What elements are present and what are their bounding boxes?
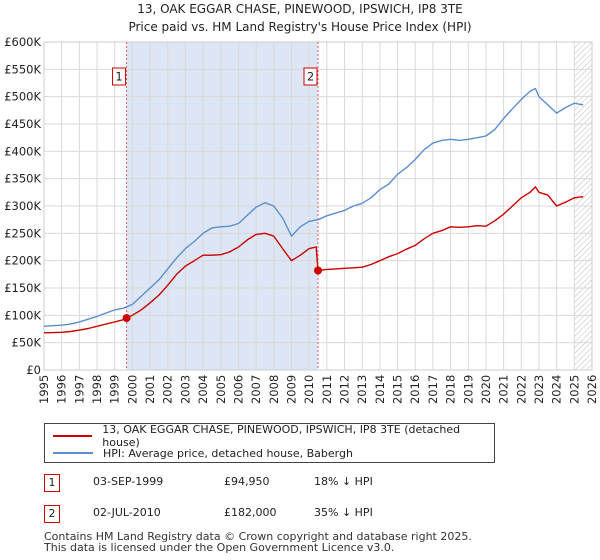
x-tick-label: 2002 [161,375,175,404]
sale-label-box [112,67,127,86]
x-tick-label: 2026 [585,375,599,404]
y-tick-label: £50K [12,336,42,350]
y-tick-label: £100K [4,308,41,322]
y-tick-label: £0 [26,363,41,377]
footer-license: This data is licensed under the Open Gov… [44,541,395,554]
x-tick-label: 2008 [267,375,281,404]
x-tick-label: 2012 [338,375,352,404]
y-tick-label: £200K [4,254,41,268]
transaction-hpi-diff: 35% ↓ HPI [314,506,373,519]
x-tick-label: 2021 [497,375,511,404]
x-tick-label: 2023 [532,375,546,404]
x-tick-label: 2018 [444,375,458,404]
x-tick-label: 2019 [461,375,475,404]
x-tick-label: 2005 [214,375,228,404]
x-tick-label: 1998 [90,375,104,404]
sale-label-number: 2 [307,70,314,84]
x-tick-label: 1995 [37,375,51,404]
x-tick-label: 2006 [231,375,245,404]
x-tick-label: 1996 [55,375,69,404]
x-tick-label: 2024 [550,375,564,404]
x-tick-label: 2017 [426,375,440,404]
transaction-price: £94,950 [224,475,270,488]
legend-label-hpi: HPI: Average price, detached house, Babe… [103,446,353,460]
footer-copyright: Contains HM Land Registry data © Crown c… [44,530,472,543]
x-tick-label: 2010 [302,375,316,404]
y-tick-label: £250K [4,226,41,240]
x-tick-label: 2015 [391,375,405,404]
transaction-price: £182,000 [224,506,277,519]
sale-point [314,266,322,275]
transaction-row: 2 02-JUL-2010 £182,000 35% ↓ HPI [44,505,464,525]
x-tick-label: 2013 [355,375,369,404]
x-tick-label: 2016 [408,375,422,404]
x-tick-label: 2020 [479,375,493,404]
y-tick-label: £150K [4,281,41,295]
transaction-row: 1 03-SEP-1999 £94,950 18% ↓ HPI [44,474,464,494]
footer: Contains HM Land Registry data © Crown c… [44,531,472,553]
sale-point [122,314,131,323]
sale-label-box [303,67,318,86]
y-tick-label: £300K [4,199,41,213]
x-tick-label: 2022 [514,375,528,404]
property-price-line [43,186,584,334]
y-tick-label: £450K [4,117,41,131]
legend-swatch-hpi [53,452,93,454]
x-tick-label: 1999 [108,375,122,404]
x-tick-label: 2025 [567,375,581,404]
transaction-badge: 2 [44,505,60,523]
x-tick-label: 2001 [143,375,157,404]
x-tick-label: 2003 [178,375,192,404]
hpi-line [43,87,584,327]
legend-item-hpi: HPI: Average price, detached house, Babe… [45,444,353,462]
x-tick-label: 2011 [320,375,334,404]
sale-label-number: 1 [115,70,122,84]
x-tick-label: 2000 [125,375,139,404]
legend: 13, OAK EGGAR CHASE, PINEWOOD, IPSWICH, … [44,423,495,463]
x-tick-label: 2007 [249,375,263,404]
x-tick-label: 2009 [284,375,298,404]
y-tick-label: £400K [4,144,41,158]
legend-swatch-property [53,435,93,437]
chart-title-line2: Price paid vs. HM Land Registry's House … [128,20,471,34]
chart-title-line1: 13, OAK EGGAR CHASE, PINEWOOD, IPSWICH, … [137,2,463,16]
y-tick-label: £550K [4,62,41,76]
transaction-hpi-diff: 18% ↓ HPI [314,475,373,488]
transaction-date: 02-JUL-2010 [93,506,161,519]
legend-label-property: 13, OAK EGGAR CHASE, PINEWOOD, IPSWICH, … [102,423,461,449]
price-chart: 13, OAK EGGAR CHASE, PINEWOOD, IPSWICH, … [4,2,599,404]
x-tick-label: 2014 [373,375,387,404]
y-tick-label: £600K [4,35,41,49]
y-tick-label: £350K [4,172,41,186]
legend-item-property: 13, OAK EGGAR CHASE, PINEWOOD, IPSWICH, … [45,423,494,449]
transaction-badge: 1 [44,474,60,492]
x-tick-label: 1997 [72,375,86,404]
transaction-date: 03-SEP-1999 [93,475,164,488]
y-tick-label: £500K [4,90,41,104]
x-tick-label: 2004 [196,375,210,404]
